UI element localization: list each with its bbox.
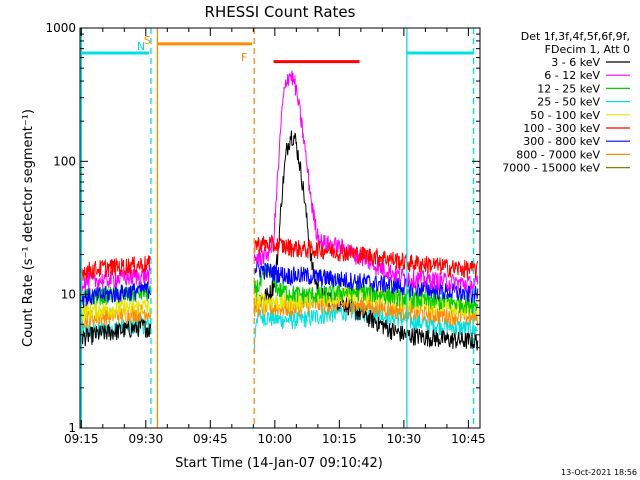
x-axis-label: Start Time (14-Jan-07 09:10:42) — [175, 456, 383, 471]
legend-label-7: 800 - 7000 keV — [516, 148, 600, 161]
marker-label-f: F — [241, 51, 247, 64]
marker-label-s: S — [144, 34, 151, 47]
y-axis-label: Count Rate (s⁻¹ detector segment⁻¹) — [21, 109, 36, 347]
x-tick-label-4: 10:15 — [322, 432, 357, 446]
x-tick-label-6: 10:45 — [451, 432, 486, 446]
series-line-2-1 — [253, 262, 479, 314]
plot-area: NS F — [80, 28, 479, 428]
series-line-5-0 — [80, 255, 152, 281]
legend-label-6: 300 - 800 keV — [523, 135, 600, 148]
legend-label-0: 3 - 6 keV — [551, 56, 600, 69]
y-tick-label-1: 10 — [61, 288, 76, 302]
legend-label-1: 6 - 12 keV — [544, 69, 600, 82]
y-tick-label-0: 1 — [68, 421, 76, 435]
legend-label-2: 12 - 25 keV — [537, 82, 600, 95]
y-tick-label-2: 100 — [53, 154, 76, 168]
legend-header-0: Det 1f,3f,4f,5f,6f,9f, — [521, 30, 630, 43]
series-line-5-1 — [254, 234, 479, 279]
x-tick-label-5: 10:30 — [387, 432, 422, 446]
legend-label-3: 25 - 50 keV — [537, 96, 600, 109]
x-tick-label-0: 09:15 — [64, 432, 99, 446]
axes: 09:15 09:30 09:45 10:00 10:15 10:30 10:45 1 10 10… — [45, 21, 485, 446]
x-tick-label-3: 10:00 — [258, 432, 293, 446]
series-line-6-0 — [80, 281, 152, 308]
x-tick-label-2: 09:45 — [193, 432, 228, 446]
marker-label-n: N — [137, 40, 145, 53]
chart-title: RHESSI Count Rates — [205, 3, 356, 21]
plot-frame — [79, 27, 481, 429]
plot-inner — [80, 28, 479, 428]
legend-header-1: FDecim 1, Att 0 — [545, 43, 630, 56]
legend-label-8: 7000 - 15000 keV — [502, 162, 600, 175]
legend-label-4: 50 - 100 keV — [530, 109, 600, 122]
series-line-4-0 — [80, 298, 152, 321]
y-tick-label-3: 1000 — [45, 21, 76, 35]
legend: Det 1f,3f,4f,5f,6f,9f,FDecim 1, Att 03 -… — [502, 30, 630, 175]
footer-timestamp: 13-Oct-2021 18:56 — [561, 468, 637, 477]
legend-label-5: 100 - 300 keV — [523, 122, 600, 135]
x-tick-label-1: 09:30 — [129, 432, 164, 446]
